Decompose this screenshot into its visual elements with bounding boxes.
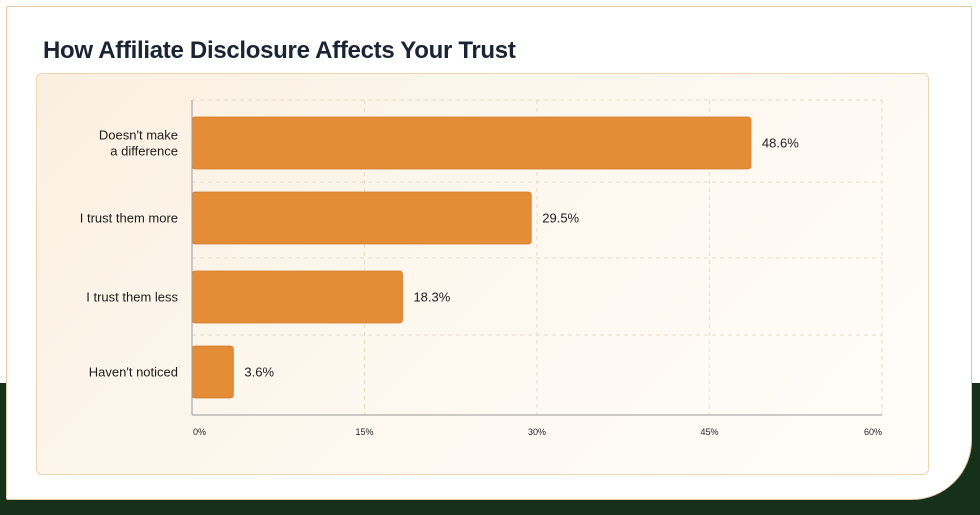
x-tick-label: 0% — [193, 427, 206, 437]
category-label: I trust them less — [86, 290, 178, 305]
category-label-line: Doesn't make — [99, 128, 178, 143]
category-label-line: I trust them less — [86, 290, 178, 305]
value-label: 48.6% — [762, 136, 799, 151]
x-tick-label: 30% — [528, 427, 546, 437]
bar — [191, 270, 403, 324]
bars — [191, 116, 752, 399]
category-label-line: Haven't noticed — [89, 365, 178, 380]
bar — [191, 345, 234, 399]
chart-title: How Affiliate Disclosure Affects Your Tr… — [43, 37, 516, 64]
value-label: 3.6% — [244, 365, 274, 380]
value-label: 18.3% — [413, 290, 450, 305]
category-label-line: a difference — [110, 144, 178, 159]
category-label: Haven't noticed — [89, 365, 178, 380]
category-label: I trust them more — [80, 211, 178, 226]
category-label-line: I trust them more — [80, 211, 178, 226]
grid — [192, 99, 883, 415]
labels: Doesn't make a difference 48.6% I trust the… — [80, 128, 882, 438]
x-tick-label: 45% — [700, 427, 718, 437]
value-label: 29.5% — [542, 211, 579, 226]
category-label: Doesn't make a difference — [99, 128, 178, 159]
x-tick-label: 15% — [355, 427, 373, 437]
bar — [191, 191, 532, 245]
bar — [191, 116, 752, 170]
x-tick-label: 60% — [864, 427, 882, 437]
